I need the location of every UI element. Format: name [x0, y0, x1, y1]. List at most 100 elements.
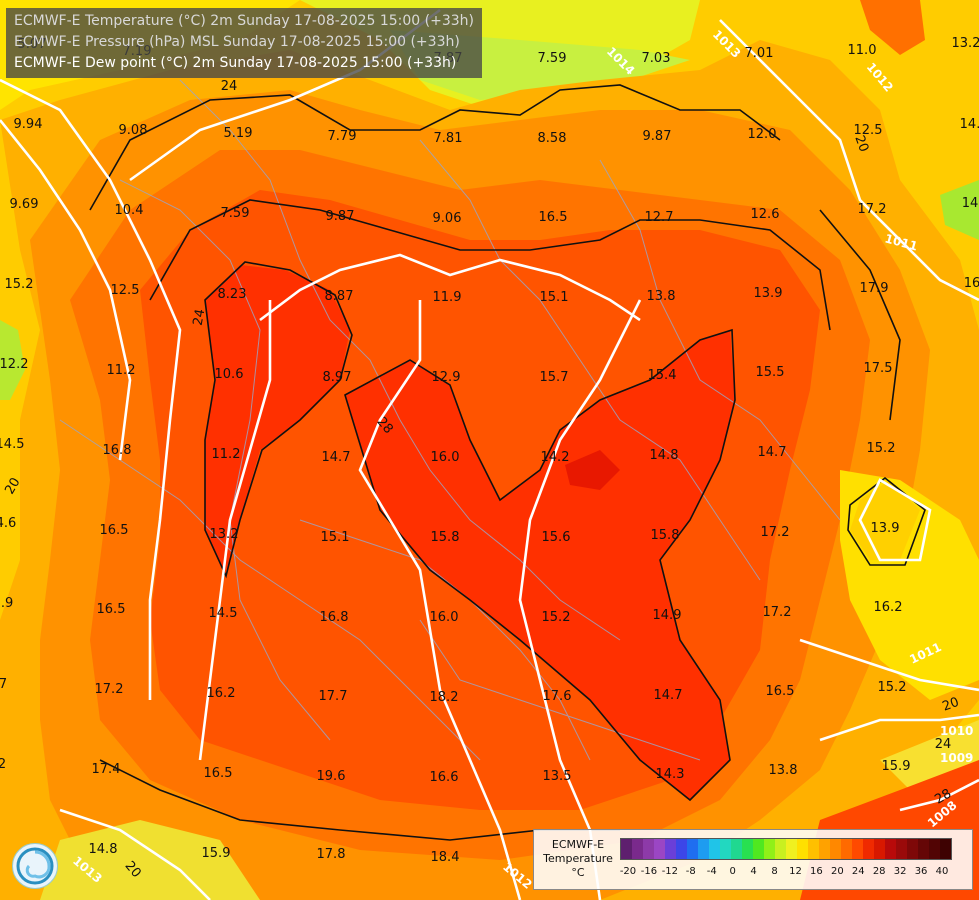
- dewpoint-value: 14.5: [0, 437, 24, 452]
- dewpoint-value: 5.19: [224, 126, 253, 141]
- legend-swatch: [709, 839, 720, 859]
- dewpoint-value: 16: [964, 276, 979, 291]
- dewpoint-value: 15.2: [867, 441, 896, 456]
- legend-swatch: [808, 839, 819, 859]
- legend-swatch: [643, 839, 654, 859]
- temperature-contours: [89, 84, 926, 841]
- legend-tick: -12: [661, 866, 679, 877]
- dewpoint-value: 15.7: [540, 370, 569, 385]
- dewpoint-value: 17.4: [92, 762, 121, 777]
- legend-swatch: [731, 839, 742, 859]
- legend-swatch: [819, 839, 830, 859]
- legend-tick: -16: [640, 866, 658, 877]
- dewpoint-value: 14.3: [656, 767, 685, 782]
- dewpoint-value: 12.6: [751, 207, 780, 222]
- dewpoint-value: 16.6: [430, 770, 459, 785]
- dewpoint-value: 14: [962, 196, 979, 211]
- legend-tick: 4: [750, 866, 757, 877]
- dewpoint-value: 17.7: [319, 689, 348, 704]
- dewpoint-value: 17.9: [860, 281, 889, 296]
- map-title-box: ECMWF-E Temperature (°C) 2m Sunday 17-08…: [6, 8, 483, 78]
- legend-tick: -20: [619, 866, 637, 877]
- dewpoint-value: 15.2: [878, 680, 907, 695]
- dewpoint-value: 15.8: [651, 528, 680, 543]
- temp-zone-green-west: [0, 320, 25, 400]
- dewpoint-value: 15.9: [882, 759, 911, 774]
- dewpoint-value: 8.97: [323, 370, 352, 385]
- dewpoint-value: 7.03: [642, 51, 671, 66]
- legend-swatch: [753, 839, 764, 859]
- dewpoint-value: 9.08: [119, 123, 148, 138]
- provider-logo-icon: [12, 843, 58, 889]
- contour-label: 24: [935, 737, 952, 752]
- legend-swatch: [687, 839, 698, 859]
- dewpoint-value: 12.2: [0, 357, 28, 372]
- dewpoint-value: 2: [0, 757, 6, 772]
- isobar-label: 1010: [940, 724, 973, 738]
- dewpoint-value: 12.5: [111, 283, 140, 298]
- dewpoint-value: 7.81: [434, 131, 463, 146]
- dewpoint-value: 15.6: [542, 530, 571, 545]
- dewpoint-value: 7.59: [538, 51, 567, 66]
- dewpoint-value: 16.5: [204, 766, 233, 781]
- dewpoint-value: 12.5: [854, 123, 883, 138]
- dewpoint-value: 17.6: [543, 689, 572, 704]
- legend-swatch: [775, 839, 786, 859]
- dewpoint-value: 10.6: [215, 367, 244, 382]
- dewpoint-value: 7.79: [328, 129, 357, 144]
- legend-tick: 16: [810, 866, 823, 877]
- temperature-legend: ECMWF-E Temperature °C -20 -16 -12 -8 -4 0 4 8 1…: [533, 829, 973, 890]
- legend-swatch: [786, 839, 797, 859]
- dewpoint-value: 16.5: [100, 523, 129, 538]
- legend-swatch: [720, 839, 731, 859]
- dewpoint-value: 13.9: [754, 286, 783, 301]
- legend-swatch: [874, 839, 885, 859]
- dewpoint-value: 3.9: [0, 596, 13, 611]
- legend-tick: 0: [729, 866, 736, 877]
- dewpoint-value: 15.2: [542, 610, 571, 625]
- dewpoint-value: 11.2: [212, 447, 241, 462]
- dewpoint-values: 5.077.197.877.597.037.0111.013.2249.949.…: [0, 36, 979, 865]
- contour-label: 28: [932, 786, 954, 807]
- dewpoint-value: 7.01: [745, 46, 774, 61]
- title-temperature: ECMWF-E Temperature (°C) 2m Sunday 17-08…: [14, 13, 475, 29]
- legend-color-bar: [620, 838, 952, 860]
- dewpoint-value: 14.7: [654, 688, 683, 703]
- dewpoint-value: 16.5: [97, 602, 126, 617]
- dewpoint-value: 8.23: [218, 287, 247, 302]
- legend-tick: 24: [851, 866, 865, 877]
- legend-swatch: [852, 839, 863, 859]
- isobar-label: 1009: [940, 751, 973, 765]
- temp-zone-30-32-west: [205, 265, 350, 575]
- dewpoint-value: 8.58: [538, 131, 567, 146]
- dewpoint-value: 18.2: [430, 690, 459, 705]
- legend-swatch: [742, 839, 753, 859]
- legend-swatch: [918, 839, 929, 859]
- legend-tick: 40: [935, 866, 949, 877]
- dewpoint-value: 12.0: [748, 127, 777, 142]
- dewpoint-value: 15.1: [540, 290, 569, 305]
- legend-tick: 8: [771, 866, 778, 877]
- dewpoint-value: 13.8: [769, 763, 798, 778]
- dewpoint-value: 15.5: [756, 365, 785, 380]
- dewpoint-value: 13.2: [952, 36, 979, 51]
- dewpoint-value: 17.2: [95, 682, 124, 697]
- legend-title: ECMWF-E Temperature °C: [538, 838, 618, 880]
- dewpoint-value: 12.9: [432, 370, 461, 385]
- legend-swatch: [940, 839, 951, 859]
- dewpoint-value: 18.4: [431, 850, 460, 865]
- dewpoint-value: 15.1: [321, 530, 350, 545]
- dewpoint-value: 11.9: [433, 290, 462, 305]
- legend-tick: 20: [830, 866, 844, 877]
- dewpoint-value: 11.2: [107, 363, 136, 378]
- dewpoint-value: 17.5: [864, 361, 893, 376]
- dewpoint-value: 9.94: [14, 117, 43, 132]
- legend-tick: 32: [893, 866, 907, 877]
- dewpoint-value: 14.8: [650, 448, 679, 463]
- dewpoint-value: 13.2: [210, 527, 239, 542]
- contour-label: 20: [940, 695, 961, 715]
- dewpoint-value: 14.: [960, 117, 979, 132]
- legend-model: ECMWF-E: [551, 838, 605, 851]
- legend-swatch: [929, 839, 940, 859]
